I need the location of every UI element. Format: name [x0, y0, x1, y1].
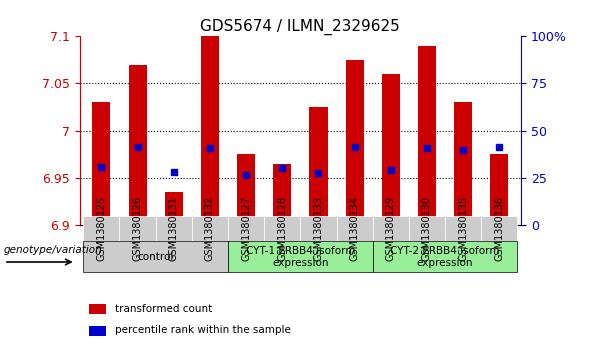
FancyBboxPatch shape	[445, 216, 481, 241]
Bar	[88, 304, 106, 314]
Text: GSM1380133: GSM1380133	[313, 196, 324, 261]
Bar	[201, 36, 219, 225]
Bar	[490, 154, 508, 225]
Bar	[273, 164, 291, 225]
Text: GSM1380130: GSM1380130	[422, 196, 432, 261]
FancyBboxPatch shape	[228, 216, 264, 241]
FancyBboxPatch shape	[337, 216, 373, 241]
Bar	[454, 102, 472, 225]
Bar	[382, 74, 400, 225]
Bar	[310, 107, 327, 225]
FancyBboxPatch shape	[300, 216, 337, 241]
Text: CYT-2 ERBB4 isoform
expression: CYT-2 ERBB4 isoform expression	[390, 246, 500, 268]
Text: control: control	[137, 252, 174, 262]
Bar	[237, 154, 255, 225]
FancyBboxPatch shape	[192, 216, 228, 241]
FancyBboxPatch shape	[481, 216, 517, 241]
Text: transformed count: transformed count	[115, 303, 212, 314]
FancyBboxPatch shape	[120, 216, 156, 241]
Bar	[346, 60, 364, 225]
Bar	[418, 46, 436, 225]
Bar	[129, 65, 147, 225]
FancyBboxPatch shape	[409, 216, 445, 241]
FancyBboxPatch shape	[373, 241, 517, 272]
Text: percentile rank within the sample: percentile rank within the sample	[115, 325, 291, 335]
FancyBboxPatch shape	[83, 241, 228, 272]
Text: GSM1380126: GSM1380126	[132, 196, 143, 261]
Text: GSM1380127: GSM1380127	[241, 196, 251, 261]
FancyBboxPatch shape	[83, 216, 120, 241]
Bar	[93, 102, 110, 225]
Text: genotype/variation: genotype/variation	[4, 245, 103, 255]
Text: GSM1380128: GSM1380128	[277, 196, 287, 261]
FancyBboxPatch shape	[228, 241, 373, 272]
Text: GSM1380125: GSM1380125	[96, 196, 107, 261]
Text: GSM1380136: GSM1380136	[494, 196, 504, 261]
Title: GDS5674 / ILMN_2329625: GDS5674 / ILMN_2329625	[200, 19, 400, 35]
Text: GSM1380131: GSM1380131	[169, 196, 179, 261]
Text: GSM1380129: GSM1380129	[386, 196, 396, 261]
FancyBboxPatch shape	[373, 216, 409, 241]
Text: GSM1380135: GSM1380135	[458, 196, 468, 261]
Text: GSM1380132: GSM1380132	[205, 196, 215, 261]
Text: CYT-1 ERBB4 isoform
expression: CYT-1 ERBB4 isoform expression	[246, 246, 355, 268]
Bar	[165, 192, 183, 225]
FancyBboxPatch shape	[264, 216, 300, 241]
FancyBboxPatch shape	[156, 216, 192, 241]
Bar	[88, 326, 106, 335]
Text: GSM1380134: GSM1380134	[349, 196, 360, 261]
